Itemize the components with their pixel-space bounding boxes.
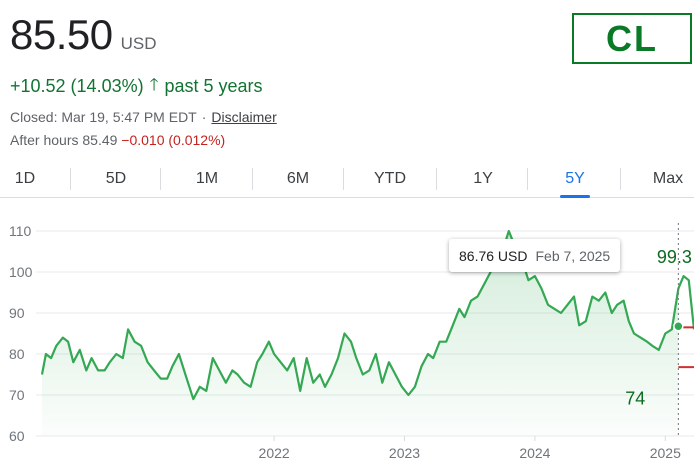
disclaimer-link[interactable]: Disclaimer bbox=[211, 109, 277, 125]
x-tick-label: 2025 bbox=[650, 445, 681, 461]
range-tab-1m[interactable]: 1M bbox=[195, 170, 219, 187]
tab-divider bbox=[436, 168, 437, 190]
closed-label: Closed: Mar 19, 5:47 PM EDT bbox=[10, 109, 197, 125]
hover-point bbox=[673, 321, 684, 332]
y-tick-label: 60 bbox=[9, 428, 25, 444]
annotation-label: 74 bbox=[625, 389, 645, 409]
y-tick-label: 90 bbox=[9, 305, 25, 321]
annotations: 99.3 74 bbox=[625, 247, 692, 409]
range-tab-max[interactable]: Max bbox=[652, 170, 684, 187]
y-tick-label: 110 bbox=[9, 223, 32, 239]
annotation-label: 99.3 bbox=[657, 247, 692, 267]
y-tick-label: 80 bbox=[9, 346, 25, 362]
tab-divider bbox=[527, 168, 528, 190]
tab-divider bbox=[620, 168, 621, 190]
y-axis-ticks: 60 70 80 90 100 110 bbox=[9, 223, 33, 444]
price-currency: USD bbox=[120, 34, 157, 53]
range-tabs: 1D 5D 1M 6M YTD 1Y 5Y Max bbox=[0, 162, 694, 198]
range-tab-1y[interactable]: 1Y bbox=[473, 170, 493, 187]
price-chart[interactable]: 60 70 80 90 100 110 2022 2023 2024 2025 99.3 74 bbox=[0, 215, 694, 469]
tab-divider bbox=[343, 168, 344, 190]
range-tab-6m[interactable]: 6M bbox=[286, 170, 310, 187]
x-axis-ticks: 2022 2023 2024 2025 bbox=[259, 436, 681, 461]
range-tab-5y[interactable]: 5Y bbox=[545, 162, 605, 198]
tab-divider bbox=[70, 168, 71, 190]
x-tick-label: 2022 bbox=[259, 445, 290, 461]
tooltip-price: 86.76 USD bbox=[459, 247, 528, 264]
status-separator: · bbox=[201, 109, 207, 125]
price-area bbox=[42, 231, 679, 436]
range-tab-1d[interactable]: 1D bbox=[14, 170, 36, 187]
change-period: past 5 years bbox=[164, 76, 263, 96]
range-tab-ytd[interactable]: YTD bbox=[374, 170, 406, 187]
price-tooltip: 86.76 USD Feb 7, 2025 bbox=[449, 239, 621, 272]
after-hours: After hours 85.49 −0.010 (0.012%) bbox=[10, 132, 225, 148]
x-tick-label: 2023 bbox=[389, 445, 420, 461]
price-line bbox=[40, 229, 694, 401]
after-hours-change: −0.010 (0.012%) bbox=[121, 132, 226, 148]
range-tab-5d[interactable]: 5D bbox=[105, 170, 127, 187]
tab-divider bbox=[160, 168, 161, 190]
price-change: +10.52 (14.03%) 🡑 past 5 years bbox=[10, 72, 263, 101]
change-value: +10.52 (14.03%) bbox=[10, 76, 144, 96]
market-status: Closed: Mar 19, 5:47 PM EDT · Disclaimer bbox=[10, 109, 277, 125]
ticker-label-box: CL bbox=[572, 13, 692, 64]
after-hours-label: After hours 85.49 bbox=[10, 132, 118, 148]
price-header: 85.50 USD bbox=[10, 12, 157, 58]
ticker-label: CL bbox=[606, 17, 658, 59]
reference-lines bbox=[678, 326, 694, 369]
y-tick-label: 70 bbox=[9, 387, 25, 403]
tooltip-date: Feb 7, 2025 bbox=[535, 247, 611, 264]
current-price: 85.50 bbox=[10, 11, 113, 58]
arrow-up-icon: 🡑 bbox=[149, 75, 159, 94]
y-tick-label: 100 bbox=[9, 264, 33, 280]
tab-divider bbox=[252, 168, 253, 190]
x-tick-label: 2024 bbox=[519, 445, 550, 461]
